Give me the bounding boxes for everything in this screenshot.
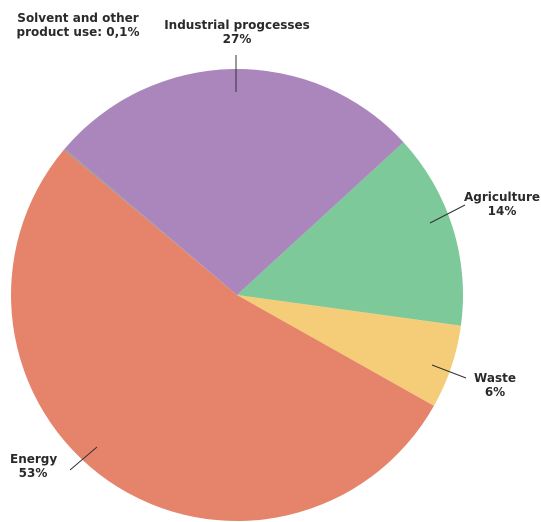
value-label: 27% xyxy=(222,32,252,46)
category-label: Agriculture xyxy=(463,190,540,204)
pie-slice xyxy=(237,295,461,406)
category-label: Solvent and other product use: xyxy=(16,11,139,39)
leader-line xyxy=(69,446,98,471)
value-label: 0,1% xyxy=(106,25,140,39)
slice-label: Agriculture 14% xyxy=(462,190,541,218)
pie-slice xyxy=(64,69,404,296)
category-label: Industrial progcesses xyxy=(164,18,310,32)
pie-slice xyxy=(63,148,237,295)
pie xyxy=(10,69,464,522)
leader-line xyxy=(429,204,466,224)
leader-line xyxy=(431,364,467,379)
slice-label: Industrial progcesses 27% xyxy=(157,18,317,46)
slice-label: Solvent and other product use: 0,1% xyxy=(8,11,148,39)
slice-label: Energy 53% xyxy=(10,452,58,480)
value-label: 6% xyxy=(484,385,506,399)
value-label: 14% xyxy=(487,204,517,218)
slice-label: Waste 6% xyxy=(455,371,535,399)
pie-slice xyxy=(237,142,464,326)
pie-slice xyxy=(10,149,434,522)
value-label: 53% xyxy=(18,466,48,480)
category-label: Waste xyxy=(474,371,516,385)
category-label: Energy xyxy=(10,452,58,466)
